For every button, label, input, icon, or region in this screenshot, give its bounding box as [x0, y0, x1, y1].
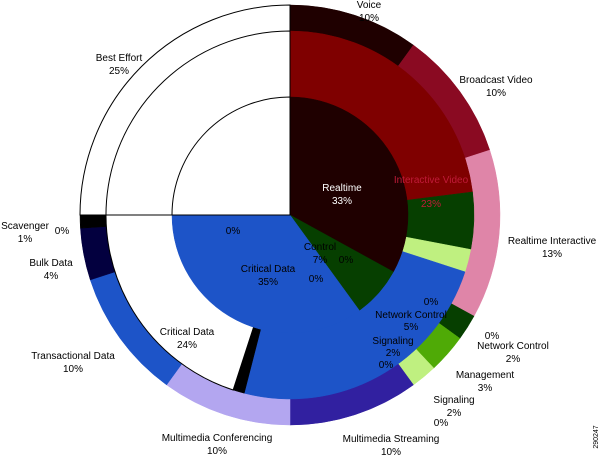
label-bulk-data: Bulk Data [29, 258, 73, 269]
pie-slice-realtime [289, 96, 409, 273]
value-multimedia-streaming: 10% [381, 447, 401, 457]
value-best-effort: 25% [109, 66, 129, 77]
value-realtime: 33% [332, 196, 352, 207]
label-critical-data-inner: Critical Data [241, 264, 296, 275]
inner-ring [171, 96, 409, 334]
label-signaling: Signaling [433, 395, 474, 406]
label-network-control-middle: Network Control [375, 310, 447, 321]
value-multimedia-conferencing: 10% [207, 446, 227, 457]
value-management: 3% [478, 383, 493, 394]
value-interactive-video: 23% [421, 199, 441, 210]
zero-label: 0% [226, 226, 241, 237]
value-voice: 10% [359, 13, 379, 24]
value-realtime-interactive: 13% [542, 249, 562, 260]
zero-label: 0% [434, 418, 449, 429]
label-realtime: Realtime [322, 183, 362, 194]
zero-label: 0% [309, 274, 324, 285]
pie-slice-critical-data [171, 214, 360, 334]
label-transactional-data: Transactional Data [31, 351, 115, 362]
pie-slice-unlabeled [171, 96, 291, 216]
zero-label: 0% [379, 360, 394, 371]
zero-label: 0% [485, 331, 500, 342]
label-critical-data-middle: Critical Data [160, 327, 215, 338]
label-voice: Voice [357, 0, 382, 11]
value-broadcast-video: 10% [486, 88, 506, 99]
value-network-control-middle: 5% [404, 322, 419, 333]
value-critical-data-middle: 24% [177, 340, 197, 351]
zero-label: 0% [424, 297, 439, 308]
label-multimedia-streaming: Multimedia Streaming [343, 434, 440, 445]
pie-slice-scavenger [79, 214, 108, 229]
value-scavenger: 1% [18, 234, 33, 245]
zero-label: 0% [55, 226, 70, 237]
value-control: 7% [313, 255, 328, 266]
value-network-control: 2% [506, 354, 521, 365]
zero-label: 0% [339, 255, 354, 266]
value-signaling-middle: 2% [386, 348, 401, 359]
label-management: Management [456, 370, 515, 381]
value-critical-data-inner: 35% [258, 277, 278, 288]
value-transactional-data: 10% [63, 364, 83, 375]
label-signaling-middle: Signaling [372, 336, 413, 347]
label-best-effort: Best Effort [96, 53, 143, 64]
figure-id: 290247 [593, 425, 600, 448]
label-network-control: Network Control [477, 341, 549, 352]
label-interactive-video: Interactive Video [394, 175, 469, 186]
value-bulk-data: 4% [44, 271, 59, 282]
value-signaling: 2% [447, 408, 462, 419]
outer-ring [79, 4, 501, 426]
label-multimedia-conferencing: Multimedia Conferencing [162, 433, 273, 444]
label-broadcast-video: Broadcast Video [459, 75, 533, 86]
label-scavenger: Scavenger [1, 221, 49, 232]
label-realtime-interactive: Realtime Interactive [508, 236, 597, 247]
ring-guides [80, 5, 291, 216]
label-control: Control [304, 242, 336, 253]
